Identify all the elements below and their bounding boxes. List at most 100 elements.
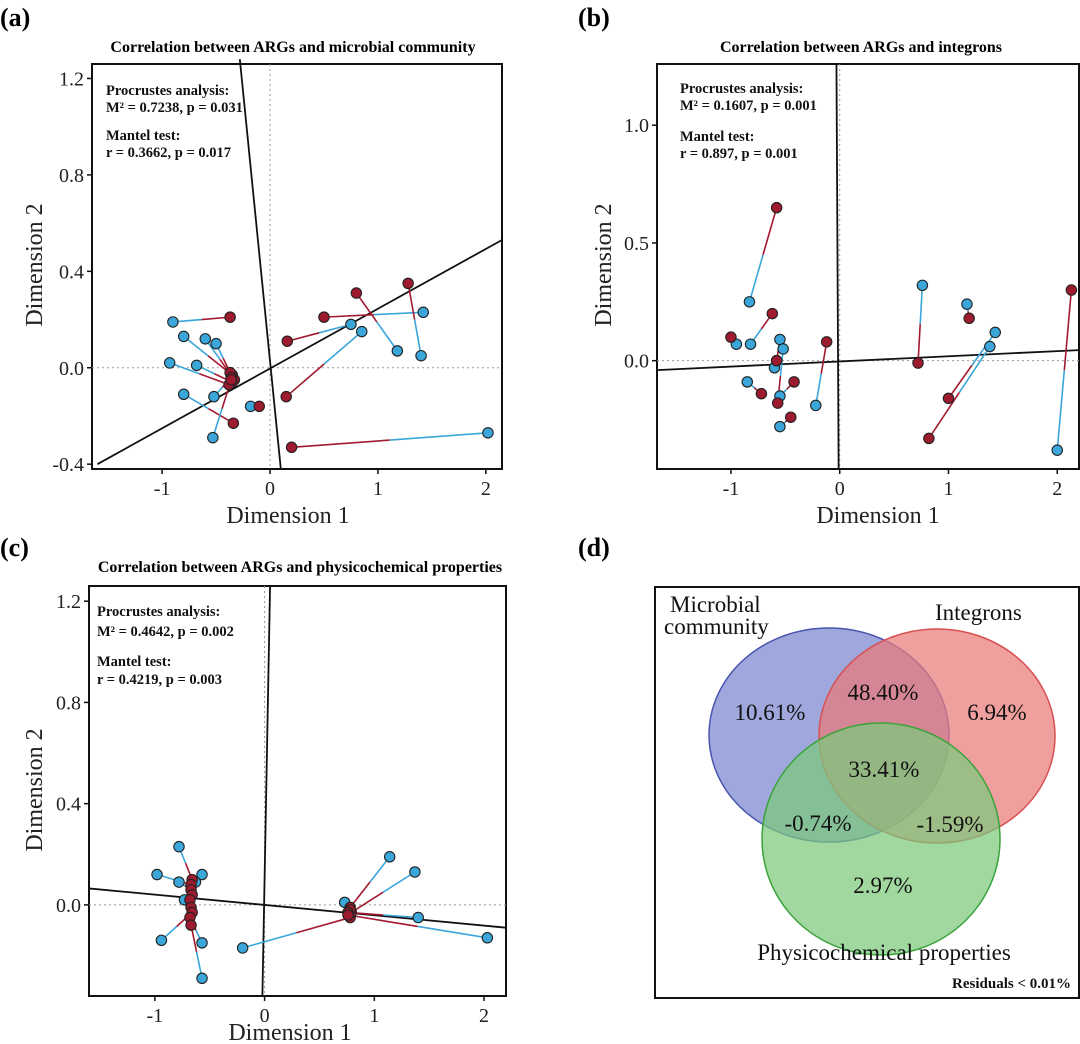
panel-c-mantel-title: Mantel test: — [97, 654, 171, 670]
venn-value-integrons-only: 6.94% — [967, 700, 1026, 725]
point-blue-14 — [415, 349, 427, 362]
x-tick-label: 2 — [479, 1005, 489, 1027]
point-red-14 — [923, 432, 935, 445]
point-red-8 — [788, 376, 800, 388]
x-tick-label: 1 — [943, 478, 953, 500]
venn-label-microbial-line1: Microbial — [670, 592, 761, 617]
panel-a-label: (a) — [0, 3, 30, 32]
x-tick-label: 0 — [835, 478, 845, 500]
panel-b-mantel-title: Mantel test: — [680, 129, 754, 145]
point-red-3 — [766, 307, 779, 320]
panel-b: (b) Correlation between ARGs and integro… — [578, 3, 1080, 529]
point-red-10 — [253, 400, 265, 413]
panel-a-plot-area: -1 0 1 2 -0.4 0.0 0.4 0.8 1.2 — [52, 59, 503, 500]
panel-d-frame — [654, 586, 1080, 999]
y-tick-label: 0.5 — [624, 233, 649, 255]
panel-a-procrustes-value: M² = 0.7238, p = 0.031 — [106, 100, 243, 116]
point-red-15 — [1065, 284, 1078, 296]
point-red-12 — [318, 311, 330, 323]
y-tick-label: 0.8 — [56, 692, 81, 714]
point-blue-15 — [355, 325, 368, 338]
point-blue-1 — [743, 296, 756, 308]
point-blue-4 — [774, 333, 786, 346]
venn-value-integrons-physico: -1.59% — [916, 812, 983, 837]
y-tick-label: 0.0 — [56, 895, 81, 917]
panel-c-mantel-value: r = 0.4219, p = 0.003 — [97, 672, 222, 688]
panel-a-xlabel: Dimension 1 — [226, 503, 349, 529]
point-blue-15 — [1051, 444, 1063, 456]
point-blue-8 — [208, 390, 220, 403]
point-blue-4 — [210, 337, 222, 350]
x-tick-label: -1 — [147, 1005, 164, 1027]
residual-segment-blue — [958, 346, 991, 393]
point-blue-4 — [196, 868, 208, 881]
point-blue-9 — [207, 431, 219, 444]
venn-value-physico-only: 2.97% — [853, 873, 912, 898]
point-blue-14 — [412, 911, 424, 924]
panel-b-ylabel: Dimension 2 — [591, 203, 617, 326]
x-tick-label: -1 — [154, 478, 171, 500]
x-tick-label: 2 — [1052, 478, 1062, 500]
residual-segment-red — [917, 324, 922, 364]
point-blue-10 — [810, 399, 822, 412]
rotation-axis-line-2 — [238, 59, 282, 470]
point-blue-3 — [744, 338, 757, 350]
point-blue-12 — [417, 306, 429, 319]
residual-segment-red — [407, 283, 416, 320]
point-blue-9 — [196, 972, 208, 985]
point-red-14 — [402, 277, 414, 290]
point-blue-3 — [173, 876, 185, 888]
rotation-axis-line-1 — [656, 349, 1080, 372]
panel-d-venn: (d) Microbial community Integrons Physic… — [578, 533, 1080, 999]
point-blue-7 — [741, 376, 754, 388]
point-blue-1 — [173, 840, 185, 853]
point-blue-13 — [989, 326, 1002, 339]
residual-segment-blue — [1056, 370, 1066, 451]
venn-value-all-three: 33.41% — [849, 757, 920, 782]
residual-segment-red — [928, 392, 961, 439]
point-red-9 — [185, 919, 197, 931]
residual-segment-blue — [389, 432, 489, 441]
point-blue-1 — [167, 316, 179, 328]
point-blue-12 — [409, 866, 421, 878]
residual-segment-blue — [971, 331, 996, 366]
panel-c-frame — [88, 585, 507, 997]
x-tick-label: -1 — [723, 478, 740, 500]
residual-segment-red — [285, 363, 325, 398]
venn-value-microbial-only: 10.61% — [735, 700, 806, 725]
venn-value-microbial-physico: -0.74% — [784, 811, 851, 836]
residual-segment-blue — [748, 254, 764, 303]
venn-residuals-note: Residuals < 0.01% — [952, 976, 1071, 992]
panel-c-plot-area: -1 0 1 2 0.0 0.4 0.8 1.2 — [56, 585, 507, 1027]
panel-a-procrustes-title: Procrustes analysis: — [106, 83, 229, 99]
residual-segment-red — [296, 916, 351, 934]
point-red-11 — [912, 357, 924, 369]
point-red-6 — [770, 354, 783, 367]
panel-b-procrustes-title: Procrustes analysis: — [680, 81, 803, 97]
point-red-11 — [281, 335, 294, 347]
panel-c-label: (c) — [0, 533, 29, 562]
residual-segment-blue — [382, 871, 416, 893]
residual-segment-blue — [919, 285, 924, 325]
panel-b-label: (b) — [578, 3, 610, 32]
rotation-axis-line-2 — [261, 585, 271, 997]
panel-b-stats: Procrustes analysis: M² = 0.1607, p = 0.… — [680, 81, 817, 162]
point-blue-11 — [345, 318, 357, 331]
point-blue-16 — [482, 427, 494, 439]
panel-b-plot-area: -1 0 1 2 0.0 0.5 1.0 — [624, 63, 1080, 500]
residual-segment-blue — [376, 321, 398, 352]
residual-segment-blue — [413, 319, 422, 356]
point-red-1 — [224, 311, 236, 323]
point-red-13 — [942, 392, 955, 405]
point-red-10 — [820, 336, 833, 348]
panel-a-frame — [91, 63, 503, 470]
y-tick-label: 1.0 — [624, 115, 649, 137]
panel-a-mantel-value: r = 0.3662, p = 0.017 — [106, 145, 231, 161]
residual-segment-red — [291, 439, 390, 449]
x-tick-label: 1 — [373, 478, 383, 500]
residual-segment-red — [1063, 289, 1073, 371]
panel-c-ylabel: Dimension 2 — [22, 728, 48, 851]
panel-c-procrustes-value: M² = 0.4642, p = 0.002 — [97, 624, 234, 640]
panel-c-xlabel: Dimension 1 — [228, 1020, 351, 1044]
panel-a-ylabel: Dimension 2 — [22, 203, 48, 326]
